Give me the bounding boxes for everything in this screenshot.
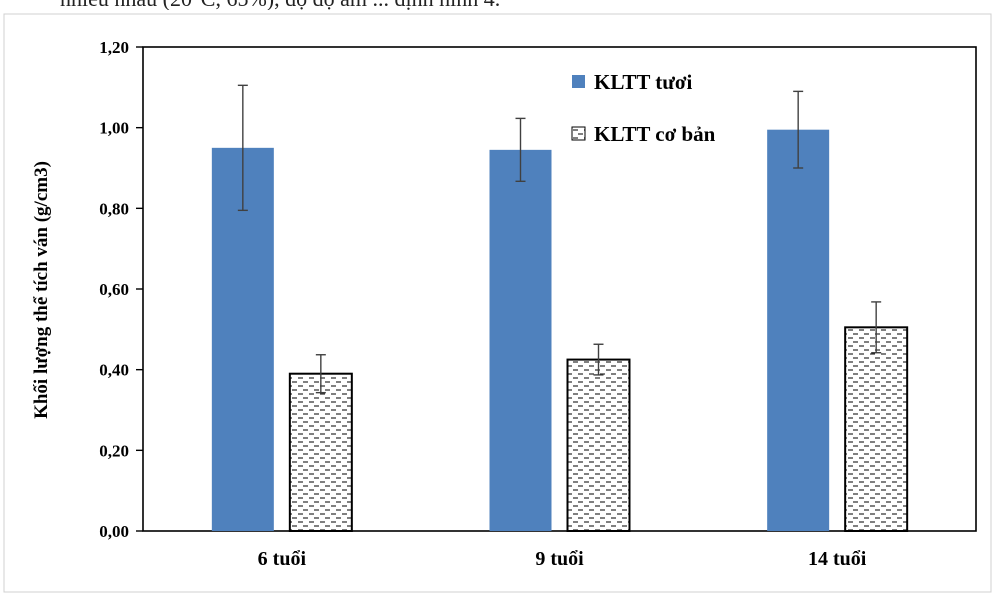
bar-fresh <box>211 147 274 532</box>
y-tick-label: 0,60 <box>99 280 129 299</box>
y-tick-label: 0,80 <box>99 199 129 218</box>
y-tick-label: 0,40 <box>99 361 129 380</box>
bar-base <box>288 372 353 533</box>
y-tick-label: 0,00 <box>99 522 129 541</box>
y-tick-label: 0,20 <box>99 441 129 460</box>
bars-group <box>211 84 909 533</box>
x-axis: 6 tuổi 9 tuổi 14 tuổi <box>258 548 867 570</box>
legend-label-base: KLTT cơ bản <box>594 122 716 146</box>
y-axis-title: Khối lượng thể tích ván (g/cm3) <box>31 161 52 419</box>
legend-swatch-base <box>571 126 586 141</box>
bar-fresh <box>489 149 552 531</box>
y-axis: 0,00 0,20 0,40 0,60 0,80 1,00 1,20 <box>99 38 143 541</box>
legend: KLTT tươi KLTT cơ bản <box>571 70 716 146</box>
legend-label-fresh: KLTT tươi <box>594 70 693 94</box>
chart-frame <box>3 13 992 593</box>
legend-swatch-fresh <box>572 75 585 88</box>
y-tick-label: 1,20 <box>99 38 129 57</box>
bar-base <box>566 358 631 533</box>
x-category-label: 9 tuổi <box>535 548 584 570</box>
bar-fresh <box>767 129 830 531</box>
bar-base <box>844 326 909 533</box>
x-category-label: 6 tuổi <box>258 548 307 570</box>
y-tick-label: 1,00 <box>99 119 129 138</box>
caption-fragment: nhiều nhau (20°C, 65%), độ độ ẩm ... địn… <box>0 0 995 10</box>
x-category-label: 14 tuổi <box>808 548 867 570</box>
